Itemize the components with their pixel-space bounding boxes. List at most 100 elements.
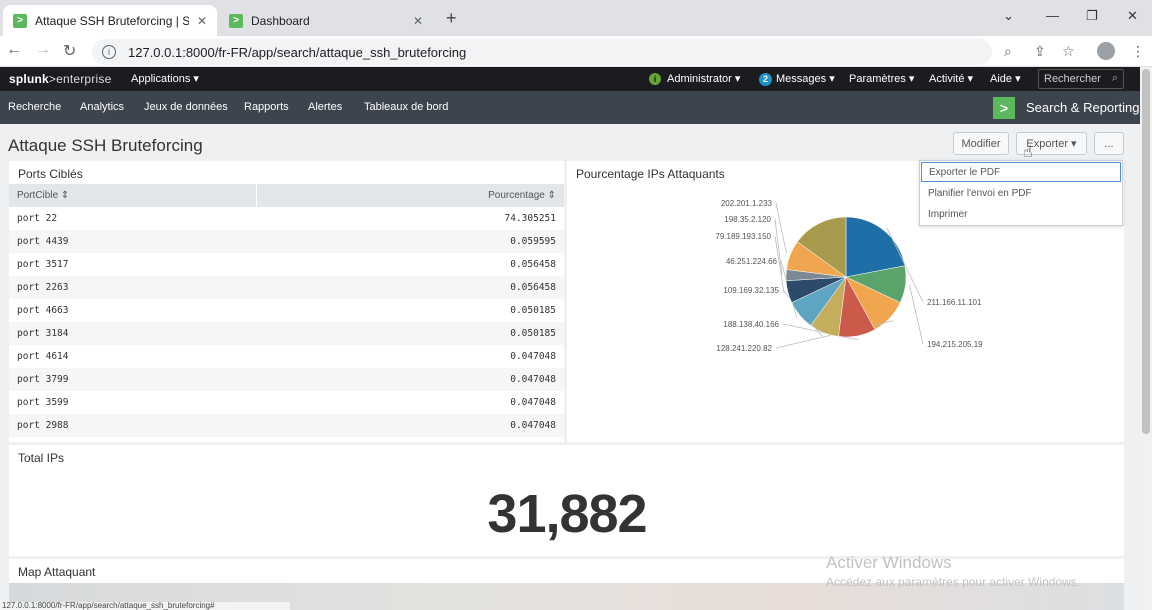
pie-chart: 211.166.11.101 194.215.205.19 128.241.220.… <box>715 199 983 353</box>
url-input[interactable]: i 127.0.0.1:8000/fr-FR/app/search/attaqu… <box>92 39 992 65</box>
percentage-cell: 0.047048 <box>256 414 564 437</box>
panel-title: Ports Ciblés <box>18 167 83 181</box>
info-icon[interactable]: i <box>102 45 116 59</box>
pie-label: 128.241.220.82 <box>716 344 772 353</box>
admin-menu[interactable]: i Administrator ▾ <box>649 72 740 85</box>
tab-attaque[interactable]: > Attaque SSH Bruteforcing | Splun ✕ <box>3 5 217 36</box>
port-cell: port 3799 <box>9 368 256 391</box>
pie-label: 109.169.32.135 <box>723 286 779 295</box>
window-close-icon[interactable]: ✕ <box>1127 8 1138 23</box>
percentage-cell: 0.050185 <box>510 305 556 316</box>
table-row[interactable]: port 3799 0.047048 <box>9 368 564 391</box>
percentage-cell: 0.056458 <box>510 259 556 270</box>
app-title[interactable]: Search & Reporting <box>1026 100 1140 115</box>
reload-icon[interactable]: ↻ <box>63 43 77 60</box>
nav-alerts[interactable]: Alertes <box>308 101 343 113</box>
splunk-logo[interactable]: splunk>enterprise <box>9 72 111 86</box>
port-cell: port 3184 <box>9 322 256 345</box>
pie-leader-line <box>886 227 924 303</box>
nav-dashboards[interactable]: Tableaux de bord <box>364 101 449 113</box>
minimize-icon[interactable]: — <box>1046 8 1059 23</box>
forward-icon[interactable]: → <box>35 41 51 58</box>
pie-slice[interactable] <box>797 216 847 278</box>
restore-icon[interactable]: ❐ <box>1086 8 1098 23</box>
scrollbar[interactable] <box>1140 67 1152 610</box>
applications-menu[interactable]: Applications ▾ <box>131 73 199 85</box>
port-cell: port 3599 <box>17 397 69 408</box>
panel-title: Total IPs <box>18 451 65 465</box>
port-cell: port 2263 <box>9 276 256 299</box>
search-icon: ⌕ <box>1111 72 1118 84</box>
tab-dashboard[interactable]: > Dashboard ✕ <box>219 5 433 36</box>
app-logo-icon[interactable]: > <box>993 97 1015 119</box>
tab-title: Dashboard <box>251 13 310 28</box>
health-icon: i <box>649 73 661 85</box>
percentage-cell: 74.305251 <box>504 213 556 224</box>
table-row[interactable]: port 22 74.305251 <box>9 207 564 230</box>
pie-leader-line <box>909 284 924 345</box>
map-panel: Map Attaquant <box>9 559 1124 610</box>
more-button[interactable]: ... <box>1094 132 1124 155</box>
app-bar: Recherche Analytics Jeux de données Rapp… <box>0 91 1140 124</box>
chevron-down-icon[interactable]: ⌄ <box>1003 8 1014 23</box>
pie-label: 79.189.193.150 <box>715 232 771 241</box>
pie-label: 46.251.224.66 <box>726 257 778 266</box>
nav-reports[interactable]: Rapports <box>244 101 289 113</box>
global-search-input[interactable]: Rechercher ⌕ <box>1038 69 1124 89</box>
menu-item-print[interactable]: Imprimer <box>928 209 968 220</box>
nav-datasets[interactable]: Jeux de données <box>144 101 228 113</box>
logo-main: splunk <box>9 72 49 86</box>
help-menu[interactable]: Aide ▾ <box>990 73 1021 85</box>
share-icon[interactable]: ⇪ <box>1034 43 1046 59</box>
messages-menu[interactable]: 2 Messages ▾ <box>759 72 835 86</box>
table-row[interactable]: port 3517 0.056458 <box>9 253 564 276</box>
nav-analytics[interactable]: Analytics <box>80 101 125 113</box>
profile-avatar[interactable] <box>1097 42 1115 60</box>
export-button[interactable]: Exporter ▾ <box>1016 132 1087 155</box>
pie-slice[interactable] <box>845 216 906 278</box>
back-icon[interactable]: ← <box>6 41 22 58</box>
table-row[interactable]: port 4439 0.059595 <box>9 230 564 253</box>
scroll-thumb[interactable] <box>1142 69 1150 434</box>
table-row[interactable]: port 3184 0.050185 <box>9 322 564 345</box>
pie-leader-line <box>775 202 787 254</box>
percentage-cell: 0.050185 <box>256 322 564 345</box>
port-cell: port 3517 <box>17 259 69 270</box>
star-icon[interactable]: ☆ <box>1062 43 1075 59</box>
page-title: Attaque SSH Bruteforcing <box>8 136 203 155</box>
column-header-percentage[interactable]: Pourcentage ⇕ <box>255 184 564 207</box>
total-value: 31,882 <box>487 484 647 544</box>
splunk-bar: splunk>enterprise Applications ▾ i Admini… <box>0 67 1140 91</box>
search-placeholder: Rechercher <box>1044 73 1101 85</box>
ports-panel: Ports Ciblés PortCible ⇕ Pourcentage ⇕ p… <box>9 161 564 442</box>
menu-item-export-pdf[interactable]: Exporter le PDF <box>921 162 1121 182</box>
new-tab-icon[interactable]: + <box>446 8 457 28</box>
menu-item-schedule-pdf[interactable]: Planifier l'envoi en PDF <box>928 188 1032 199</box>
table-row[interactable]: port 3599 0.047048 <box>9 391 564 414</box>
column-header-port[interactable]: PortCible ⇕ <box>9 184 256 207</box>
activity-menu[interactable]: Activité ▾ <box>929 73 974 85</box>
pie-leader-line <box>774 218 783 276</box>
export-menu: Exporter le PDF Planifier l'envoi en PDF… <box>919 160 1123 226</box>
close-icon[interactable]: ✕ <box>196 13 207 28</box>
nav-recherche[interactable]: Recherche <box>8 101 62 113</box>
browser-tabbar: > Attaque SSH Bruteforcing | Splun ✕ > D… <box>0 0 1152 36</box>
ports-table: PortCible ⇕ Pourcentage ⇕ port 22 74.3052… <box>9 184 564 437</box>
percentage-cell: 0.059595 <box>256 230 564 253</box>
edit-button[interactable]: Modifier <box>953 132 1009 155</box>
port-cell: port 22 <box>17 213 58 224</box>
zoom-icon[interactable]: ⌕ <box>1004 43 1012 59</box>
table-row[interactable]: port 4614 0.047048 <box>9 345 564 368</box>
table-row[interactable]: port 2263 0.056458 <box>9 276 564 299</box>
table-row[interactable]: port 4663 0.050185 <box>9 299 564 322</box>
table-row[interactable]: port 2988 0.047048 <box>9 414 564 437</box>
panel-title: Map Attaquant <box>18 565 96 579</box>
messages-label: Messages ▾ <box>776 73 835 85</box>
close-icon[interactable]: ✕ <box>412 13 423 28</box>
settings-menu[interactable]: Paramètres ▾ <box>849 73 915 85</box>
admin-label: Administrator ▾ <box>667 73 741 85</box>
pie-label: 211.166.11.101 <box>927 298 982 307</box>
menu-icon[interactable]: ⋮ <box>1131 43 1145 59</box>
pie-leader-line <box>774 235 785 293</box>
pie-leader-line <box>782 323 859 341</box>
